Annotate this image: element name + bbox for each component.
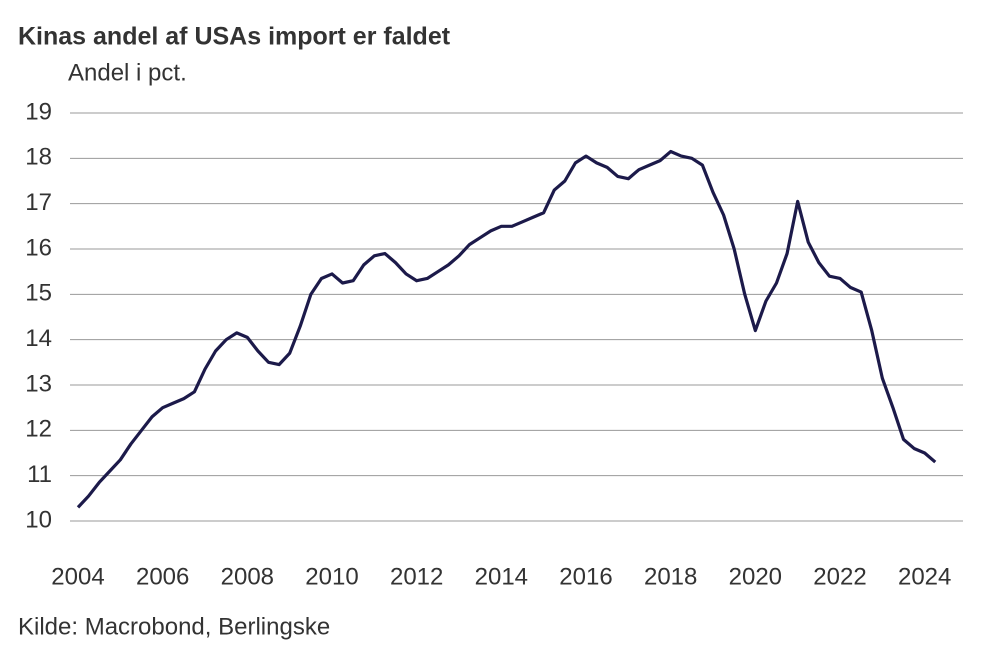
x-tick-label: 2012 bbox=[390, 563, 443, 590]
y-tick-label: 15 bbox=[25, 280, 52, 307]
y-tick-label: 16 bbox=[25, 234, 52, 261]
x-tick-label: 2014 bbox=[475, 563, 528, 590]
x-tick-label: 2016 bbox=[559, 563, 612, 590]
source: Kilde: Macrobond, Berlingske bbox=[18, 613, 330, 640]
x-tick-label: 2010 bbox=[305, 563, 358, 590]
x-tick-label: 2006 bbox=[136, 563, 189, 590]
x-tick-label: 2020 bbox=[729, 563, 782, 590]
x-tick-label: 2004 bbox=[51, 563, 104, 590]
chart-subtitle: Andel i pct. bbox=[68, 59, 187, 86]
y-tick-label: 13 bbox=[25, 370, 52, 397]
line-series bbox=[76, 149, 937, 509]
y-tick-label: 14 bbox=[25, 325, 52, 352]
x-tick-label: 2008 bbox=[221, 563, 274, 590]
chart-title: Kinas andel af USAs import er faldet bbox=[18, 23, 451, 51]
y-tick-label: 18 bbox=[25, 144, 52, 171]
x-tick-label: 2018 bbox=[644, 563, 697, 590]
x-tick-label: 2024 bbox=[898, 563, 951, 590]
y-tick-label: 19 bbox=[25, 98, 52, 125]
y-tick-label: 17 bbox=[25, 189, 52, 216]
y-tick-label: 12 bbox=[25, 416, 52, 443]
y-tick-label: 10 bbox=[25, 506, 52, 533]
x-tick-label: 2022 bbox=[813, 563, 866, 590]
y-tick-label: 11 bbox=[27, 461, 52, 488]
